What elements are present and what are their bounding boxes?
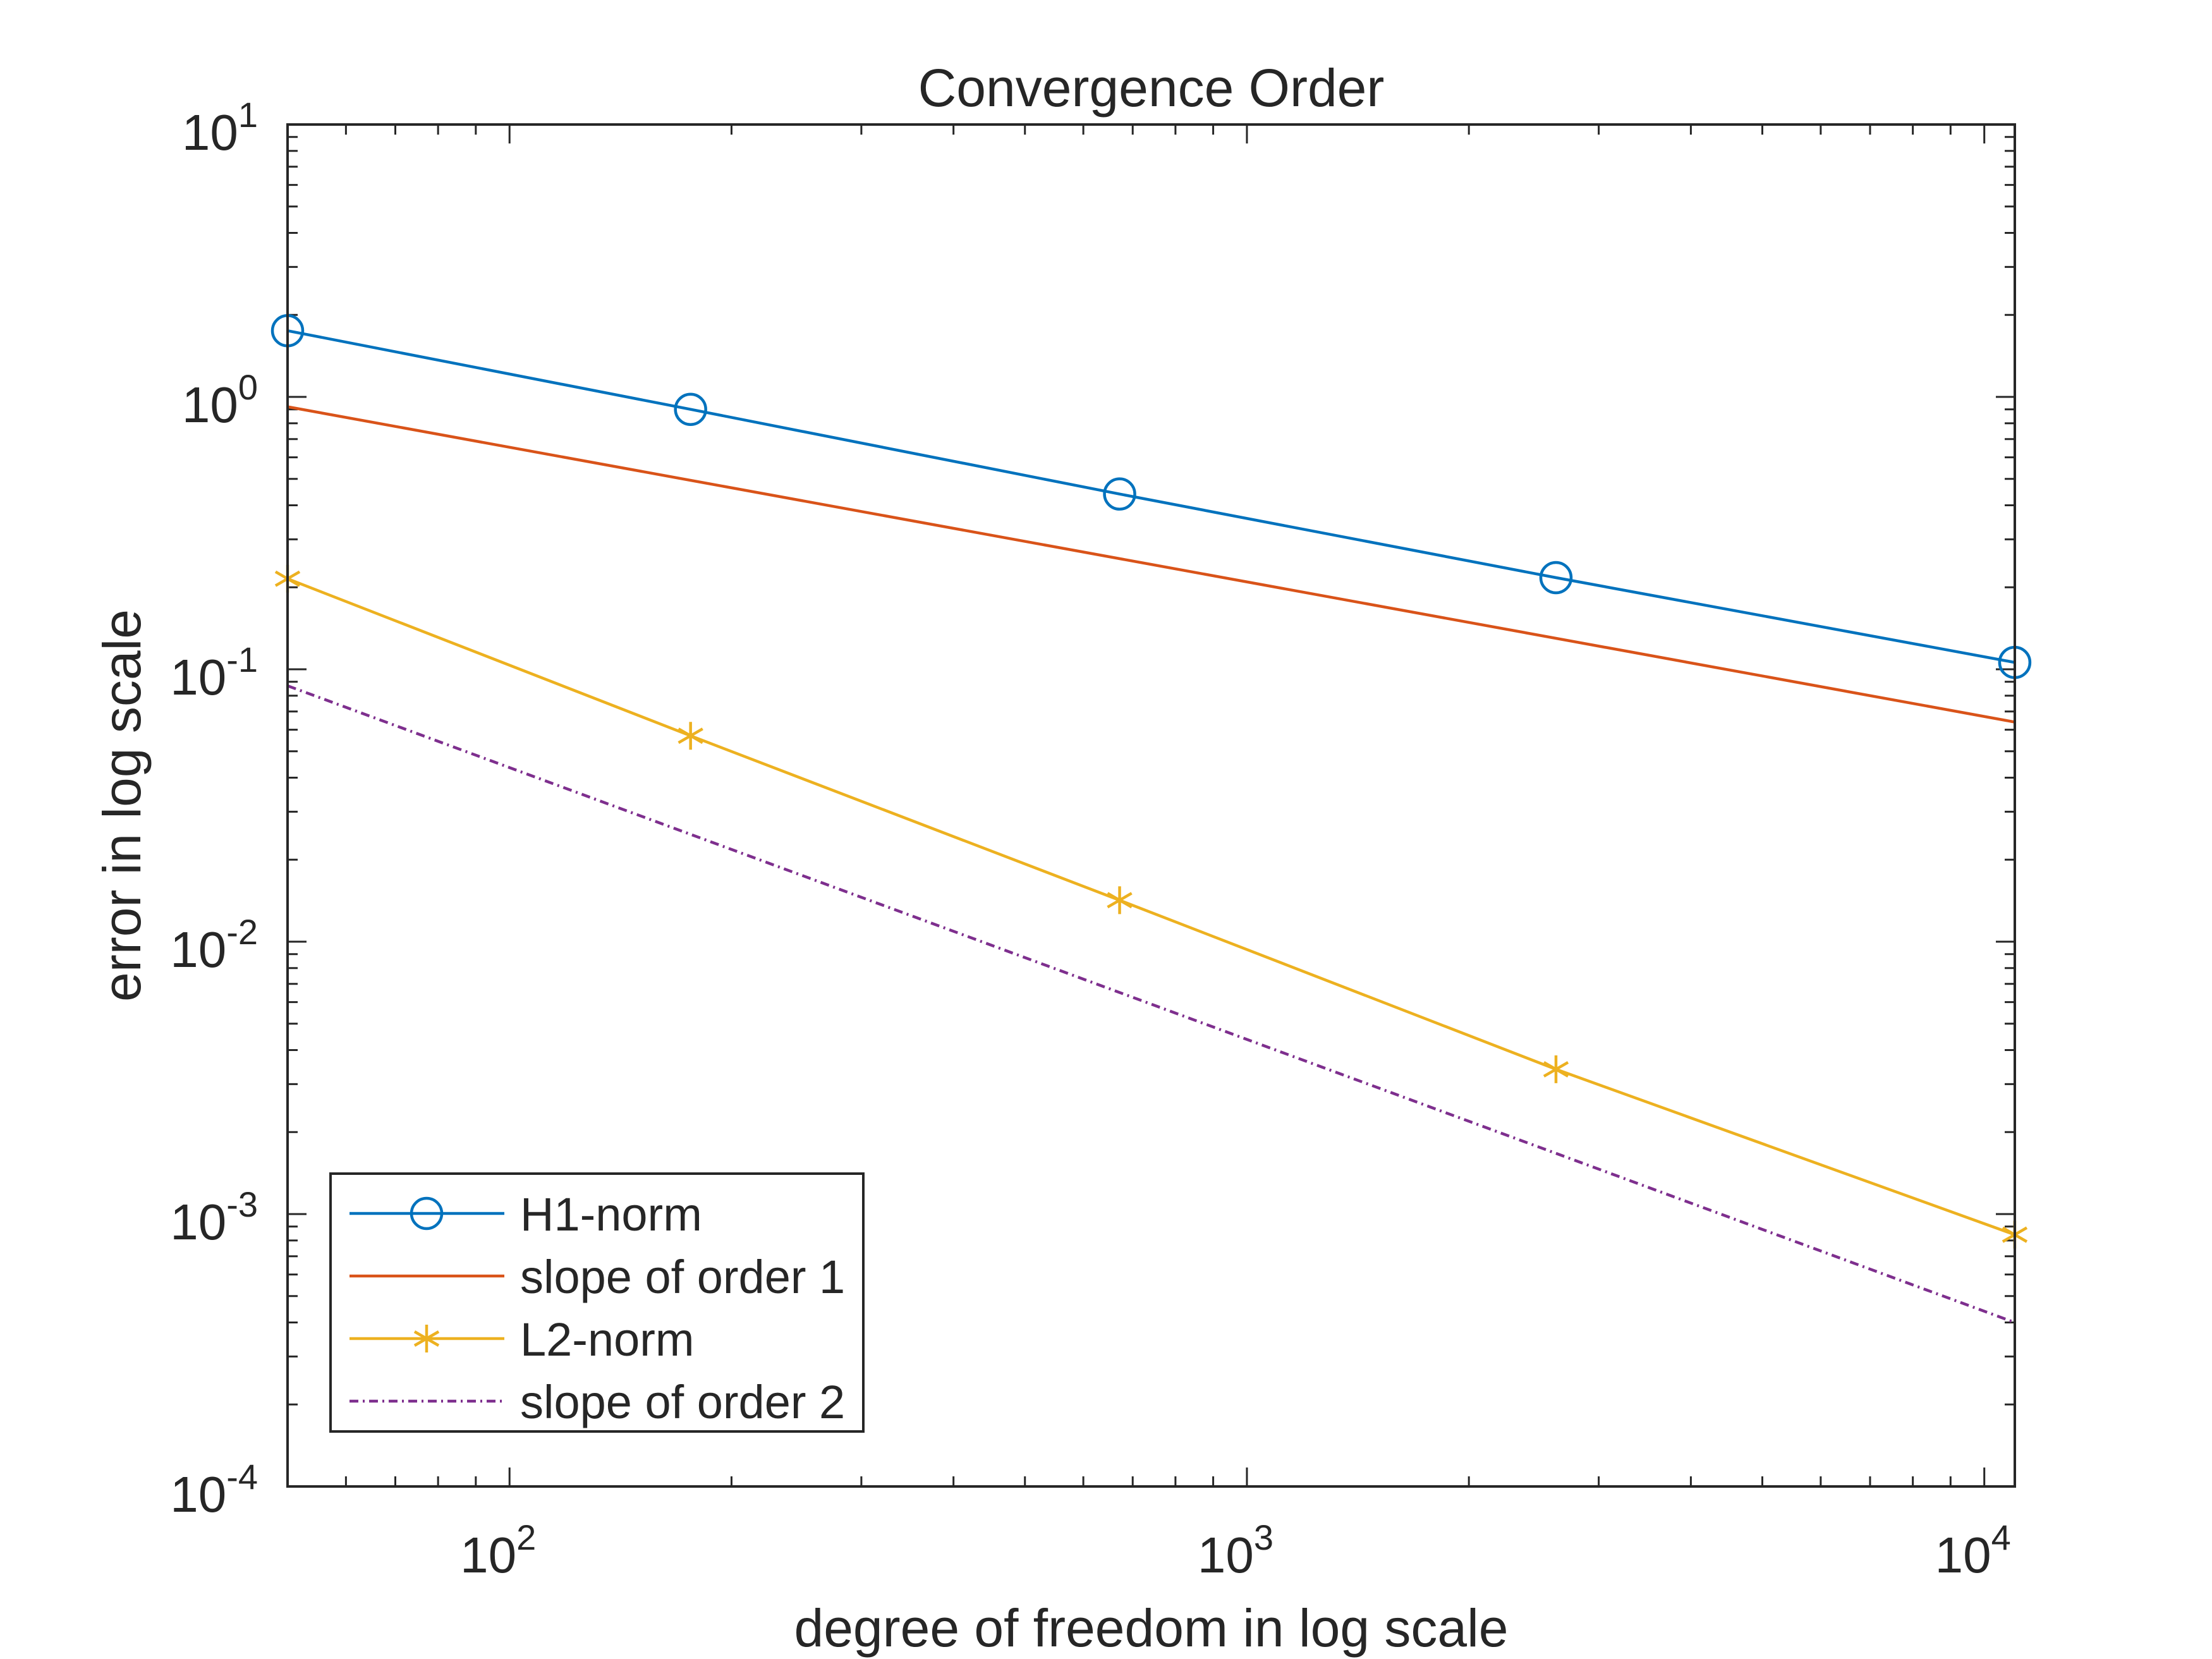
tick-label-base: 10 (170, 921, 226, 978)
tick-label-exponent: -3 (226, 1184, 258, 1224)
legend-box (329, 1172, 865, 1433)
tick-label-exponent: -1 (226, 640, 258, 679)
series-line (287, 684, 2015, 1324)
series-1 (287, 405, 2015, 724)
x-axis-label: degree of freedom in log scale (794, 1598, 1508, 1658)
tick-label-base: 10 (460, 1527, 516, 1583)
legend-label: L2-norm (520, 1313, 695, 1366)
asterisk-stroke (1107, 892, 1133, 909)
tick-label-base: 10 (1198, 1527, 1254, 1583)
asterisk-stroke (413, 1330, 440, 1347)
legend-entry: H1-norm (349, 1188, 702, 1241)
tick-label-base: 10 (170, 1194, 226, 1250)
y-tick-label: 10-1 (170, 640, 258, 705)
asterisk-stroke (1543, 1060, 1569, 1078)
legend-entry: slope of order 1 (349, 1251, 845, 1303)
y-tick-label: 10-4 (170, 1457, 258, 1522)
tick-label-exponent: 4 (1991, 1517, 2011, 1557)
data-point-asterisk-marker (413, 1325, 440, 1352)
data-point-asterisk-marker (1107, 886, 1133, 915)
data-point-circle-marker (674, 392, 707, 426)
tick-label-base: 10 (170, 1466, 226, 1522)
chart-title: Convergence Order (918, 58, 1385, 118)
series-2 (274, 564, 2028, 1249)
x-tick-label: 103 (1198, 1517, 1273, 1583)
tick-label-exponent: -2 (226, 912, 258, 952)
legend-label: slope of order 2 (520, 1376, 845, 1428)
series-3 (287, 684, 2015, 1324)
series-line (287, 329, 2015, 664)
x-tick-label: 102 (460, 1517, 536, 1583)
tick-label-exponent: 1 (238, 95, 258, 135)
asterisk-stroke (678, 727, 703, 744)
x-tick-label: 104 (1935, 1517, 2011, 1583)
tick-label-base: 10 (170, 649, 226, 705)
legend: H1-norm slope of order 1 L2-norm slope of o… (329, 1172, 865, 1433)
data-point-circle-marker (1103, 477, 1136, 511)
data-point-circle-marker (410, 1196, 444, 1231)
data-point-asterisk-marker (678, 722, 703, 750)
y-tick-label: 10-2 (170, 912, 258, 978)
series-line (287, 405, 2015, 724)
tick-label-base: 10 (182, 104, 238, 161)
y-tick-label: 100 (182, 367, 258, 433)
data-point-circle-marker (1539, 561, 1573, 595)
series-layer (270, 314, 2032, 1324)
tick-label-base: 10 (182, 377, 238, 433)
legend-label: H1-norm (520, 1188, 702, 1241)
series-0 (270, 314, 2032, 679)
tick-label-base: 10 (1935, 1527, 1991, 1583)
y-tick-label: 101 (182, 95, 258, 161)
tick-label-exponent: -4 (226, 1457, 258, 1497)
y-tick-label: 10-3 (170, 1184, 258, 1250)
legend-entry: L2-norm (349, 1313, 695, 1366)
legend-label: slope of order 1 (520, 1251, 845, 1303)
axes-box (286, 123, 2016, 1488)
tick-label-exponent: 0 (238, 367, 258, 407)
tick-label-exponent: 3 (1254, 1517, 1273, 1557)
tick-label-exponent: 2 (516, 1517, 536, 1557)
legend-entry: slope of order 2 (349, 1376, 845, 1428)
data-point-asterisk-marker (1543, 1055, 1569, 1083)
y-axis-label: error in log scale (92, 609, 152, 1002)
